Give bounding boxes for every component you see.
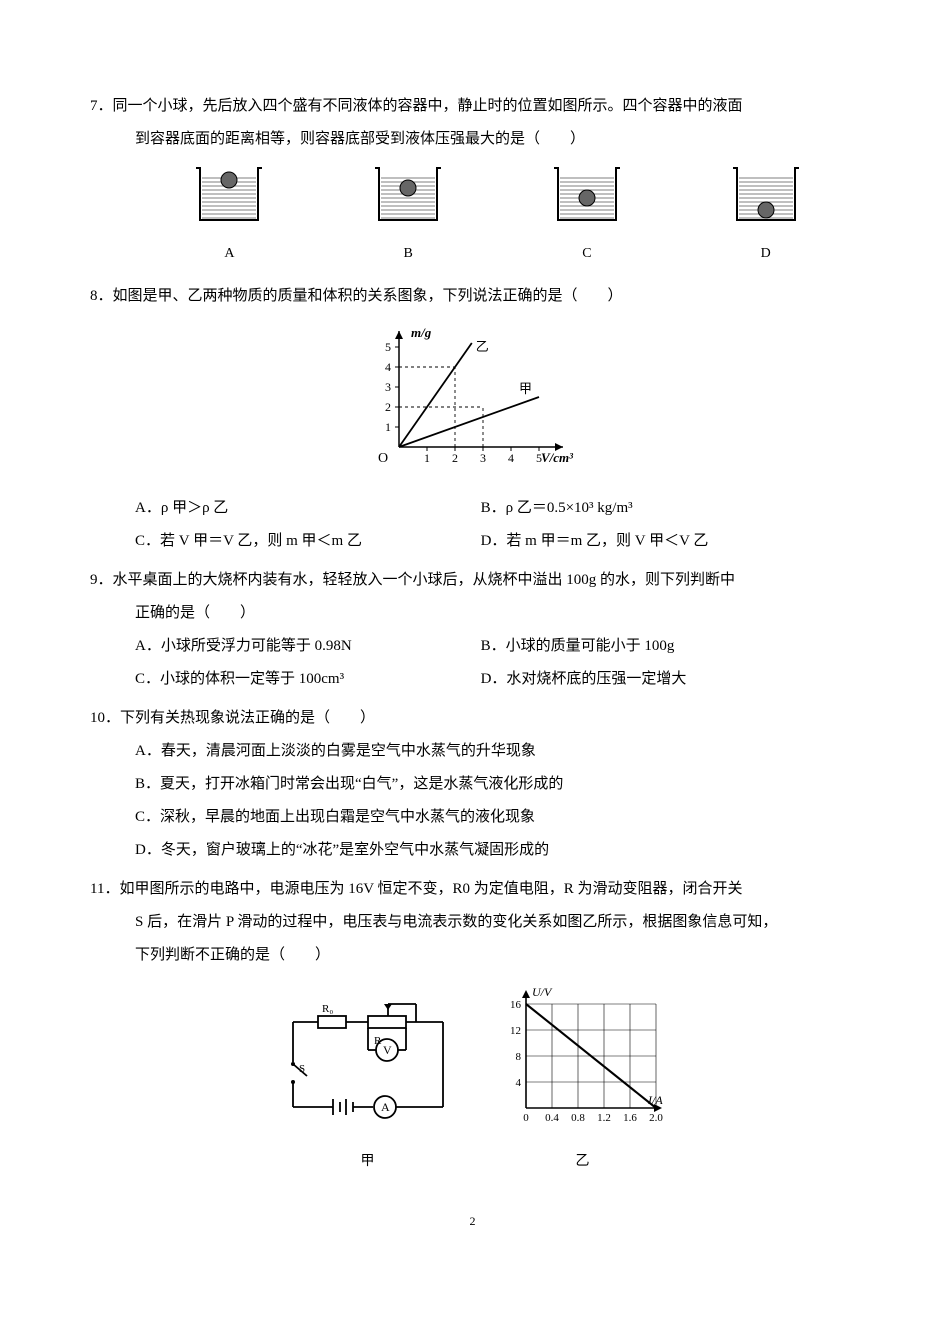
- q11-graph-caption: 乙: [498, 1147, 668, 1178]
- q8-num: 8．: [90, 288, 113, 304]
- question-11: 11．如甲图所示的电路中，电源电压为 16V 恒定不变，R0 为定值电阻，R 为…: [90, 873, 855, 1178]
- svg-text:5: 5: [385, 340, 391, 354]
- svg-text:P: P: [408, 1002, 414, 1003]
- svg-text:m/g: m/g: [411, 325, 432, 340]
- svg-text:12: 12: [510, 1025, 521, 1037]
- question-7: 7．同一个小球，先后放入四个盛有不同液体的容器中，静止时的位置如图所示。四个容器…: [90, 90, 855, 270]
- q9-options: A．小球所受浮力可能等于 0.98N B．小球的质量可能小于 100g C．小球…: [90, 630, 855, 696]
- q9-optC: C．小球的体积一定等于 100cm³: [135, 663, 481, 696]
- svg-text:I/A: I/A: [647, 1093, 663, 1107]
- svg-text:甲: 甲: [519, 381, 532, 396]
- svg-text:2: 2: [452, 451, 458, 465]
- q7-num: 7．: [90, 98, 113, 114]
- q11-graph-wrap: 0 0.4 0.8 1.2 1.6 2.0 4 8 12 16 U/V I/A 乙: [498, 982, 668, 1178]
- q7-figure-row: ABCD: [90, 162, 855, 270]
- svg-text:R₀: R₀: [322, 1003, 333, 1015]
- q11-text3: 下列判断不正确的是（ ）: [90, 939, 855, 972]
- q8-optA: A．ρ 甲＞ρ 乙: [135, 492, 481, 525]
- q10-optB: B．夏天，打开冰箱门时常会出现“白气”，这是水蒸气液化形成的: [135, 768, 855, 801]
- svg-text:U/V: U/V: [532, 985, 553, 999]
- q8-options: A．ρ 甲＞ρ 乙 B．ρ 乙＝0.5×10³ kg/m³ C．若 V 甲＝V …: [90, 492, 855, 558]
- q8-stem: 8．如图是甲、乙两种物质的质量和体积的关系图象，下列说法正确的是（ ）: [90, 280, 855, 313]
- q8-optD: D．若 m 甲＝m 乙，则 V 甲＜V 乙: [481, 525, 827, 558]
- q7-text2: 到容器底面的距离相等，则容器底部受到液体压强最大的是（ ）: [90, 123, 855, 156]
- q11-num: 11．: [90, 881, 119, 897]
- svg-text:8: 8: [515, 1051, 521, 1063]
- svg-text:4: 4: [515, 1077, 521, 1089]
- q9-text2: 正确的是（ ）: [90, 597, 855, 630]
- q9-optD: D．水对烧杯底的压强一定增大: [481, 663, 827, 696]
- q7-text1: 同一个小球，先后放入四个盛有不同液体的容器中，静止时的位置如图所示。四个容器中的…: [113, 98, 743, 114]
- q10-text: 下列有关热现象说法正确的是（ ）: [120, 710, 375, 726]
- svg-text:V: V: [383, 1043, 392, 1057]
- q11-figures: R₀RPVSA 甲 00.40.81.21.62.0481216U/VI/A 乙: [90, 982, 855, 1178]
- svg-text:4: 4: [508, 451, 514, 465]
- q10-options: A．春天，清晨河面上淡淡的白雾是空气中水蒸气的升华现象 B．夏天，打开冰箱门时常…: [90, 735, 855, 867]
- svg-text:S: S: [299, 1063, 305, 1075]
- svg-text:3: 3: [480, 451, 486, 465]
- q8-text: 如图是甲、乙两种物质的质量和体积的关系图象，下列说法正确的是（ ）: [113, 288, 623, 304]
- question-10: 10．下列有关热现象说法正确的是（ ） A．春天，清晨河面上淡淡的白雾是空气中水…: [90, 702, 855, 867]
- svg-text:A: A: [381, 1100, 390, 1114]
- q11-circuit-caption: 甲: [278, 1147, 458, 1178]
- q8-optB: B．ρ 乙＝0.5×10³ kg/m³: [481, 492, 827, 525]
- q10-optD: D．冬天，窗户玻璃上的“冰花”是室外空气中水蒸气凝固形成的: [135, 834, 855, 867]
- q8-graph-wrap: 1234512345Om/gV/cm³乙甲: [90, 319, 855, 482]
- svg-text:V/cm³: V/cm³: [541, 450, 574, 465]
- q10-optA: A．春天，清晨河面上淡淡的白雾是空气中水蒸气的升华现象: [135, 735, 855, 768]
- q9-num: 9．: [90, 572, 113, 588]
- svg-text:乙: 乙: [475, 339, 488, 354]
- svg-text:0.8: 0.8: [571, 1112, 585, 1124]
- page-number: 2: [90, 1208, 855, 1234]
- q11-circuit: R₀RPVSA: [278, 1002, 458, 1132]
- q9-stem: 9．水平桌面上的大烧杯内装有水，轻轻放入一个小球后，从烧杯中溢出 100g 的水…: [90, 564, 855, 597]
- svg-text:2.0: 2.0: [649, 1112, 663, 1124]
- svg-text:1: 1: [385, 420, 391, 434]
- q11-text2: S 后，在滑片 P 滑动的过程中，电压表与电流表示数的变化关系如图乙所示，根据图…: [90, 906, 855, 939]
- svg-text:1: 1: [424, 451, 430, 465]
- svg-text:0: 0: [523, 1112, 529, 1124]
- svg-text:O: O: [377, 451, 387, 466]
- question-9: 9．水平桌面上的大烧杯内装有水，轻轻放入一个小球后，从烧杯中溢出 100g 的水…: [90, 564, 855, 696]
- q11-text1: 如甲图所示的电路中，电源电压为 16V 恒定不变，R0 为定值电阻，R 为滑动变…: [119, 881, 742, 897]
- q10-optC: C．深秋，早晨的地面上出现白霜是空气中水蒸气的液化现象: [135, 801, 855, 834]
- q11-graph: 0 0.4 0.8 1.2 1.6 2.0 4 8 12 16 U/V I/A: [498, 982, 668, 1132]
- q10-stem: 10．下列有关热现象说法正确的是（ ）: [90, 702, 855, 735]
- q8-graph: 1234512345Om/gV/cm³乙甲: [363, 319, 583, 469]
- svg-text:4: 4: [385, 360, 391, 374]
- q7-stem: 7．同一个小球，先后放入四个盛有不同液体的容器中，静止时的位置如图所示。四个容器…: [90, 90, 855, 123]
- q11-stem: 11．如甲图所示的电路中，电源电压为 16V 恒定不变，R0 为定值电阻，R 为…: [90, 873, 855, 906]
- q11-circuit-wrap: R₀RPVSA 甲: [278, 1002, 458, 1178]
- svg-text:3: 3: [385, 380, 391, 394]
- question-8: 8．如图是甲、乙两种物质的质量和体积的关系图象，下列说法正确的是（ ） 1 2 3 4…: [90, 280, 855, 558]
- svg-text:1.2: 1.2: [597, 1112, 611, 1124]
- svg-text:1.6: 1.6: [623, 1112, 637, 1124]
- svg-text:0.4: 0.4: [545, 1112, 559, 1124]
- q9-optB: B．小球的质量可能小于 100g: [481, 630, 827, 663]
- q8-optC: C．若 V 甲＝V 乙，则 m 甲＜m 乙: [135, 525, 481, 558]
- q9-text1: 水平桌面上的大烧杯内装有水，轻轻放入一个小球后，从烧杯中溢出 100g 的水，则…: [113, 572, 736, 588]
- q9-optA: A．小球所受浮力可能等于 0.98N: [135, 630, 481, 663]
- q10-num: 10．: [90, 710, 120, 726]
- svg-text:2: 2: [385, 400, 391, 414]
- svg-text:16: 16: [510, 999, 522, 1011]
